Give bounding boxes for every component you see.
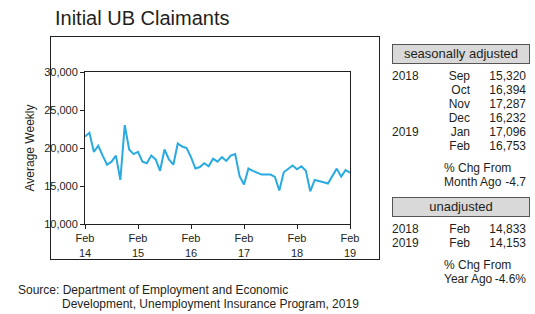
html-text:Nov: Nov xyxy=(448,97,470,111)
html-text:Year Ago -4.6%: Year Ago -4.6% xyxy=(444,272,526,286)
html-text:16,394: 16,394 xyxy=(489,83,526,97)
html-text:17,096: 17,096 xyxy=(489,125,526,139)
svg-text:Feb19: Feb19 xyxy=(341,232,360,258)
svg-text:10,000: 10,000 xyxy=(44,218,78,230)
svg-text:Feb18: Feb18 xyxy=(288,232,307,258)
html-text:14,833: 14,833 xyxy=(489,222,526,236)
html-text:Source: Department of Employme: Source: Department of Employment and Eco… xyxy=(18,283,289,297)
html-text:17,287: 17,287 xyxy=(489,97,526,111)
svg-text:25,000: 25,000 xyxy=(44,104,78,116)
html-text:16,232: 16,232 xyxy=(489,111,526,125)
html-text:15,320: 15,320 xyxy=(489,69,526,83)
svg-text:20,000: 20,000 xyxy=(44,142,78,154)
html-text:Development, Unemployment Insu: Development, Unemployment Insurance Prog… xyxy=(62,297,359,311)
svg-text:Feb15: Feb15 xyxy=(129,232,148,258)
svg-text:30,000: 30,000 xyxy=(44,66,78,78)
html-text:% Chg From: % Chg From xyxy=(444,258,512,272)
html-text:Sep: Sep xyxy=(448,69,470,83)
svg-text:Feb17: Feb17 xyxy=(235,232,254,258)
html-text:Oct: Oct xyxy=(451,83,470,97)
html-text:16,753: 16,753 xyxy=(489,139,526,153)
html-text:Feb: Feb xyxy=(449,222,470,236)
html-text:Dec: Dec xyxy=(448,111,470,125)
html-text:2018: 2018 xyxy=(392,222,419,236)
html-text:% Chg From: % Chg From xyxy=(444,161,512,175)
html-text:Feb: Feb xyxy=(449,139,470,153)
html-text:2019: 2019 xyxy=(392,125,419,139)
html-text:2019: 2019 xyxy=(392,236,419,250)
html-text:14,153: 14,153 xyxy=(489,236,526,250)
html-text:Month Ago -4.7: Month Ago -4.7 xyxy=(444,175,526,189)
html-text:2018: 2018 xyxy=(392,69,419,83)
svg-text:Average Weekly: Average Weekly xyxy=(23,105,37,192)
html-text:Feb: Feb xyxy=(449,236,470,250)
svg-text:Initial UB Claimants: Initial UB Claimants xyxy=(55,7,230,29)
html-text:Jan: Jan xyxy=(450,125,470,139)
svg-text:Feb14: Feb14 xyxy=(76,232,95,258)
html-text:unadjusted: unadjusted xyxy=(429,199,493,214)
svg-text:15,000: 15,000 xyxy=(44,180,78,192)
html-text:seasonally adjusted: seasonally adjusted xyxy=(403,46,519,61)
svg-text:Feb16: Feb16 xyxy=(182,232,201,258)
